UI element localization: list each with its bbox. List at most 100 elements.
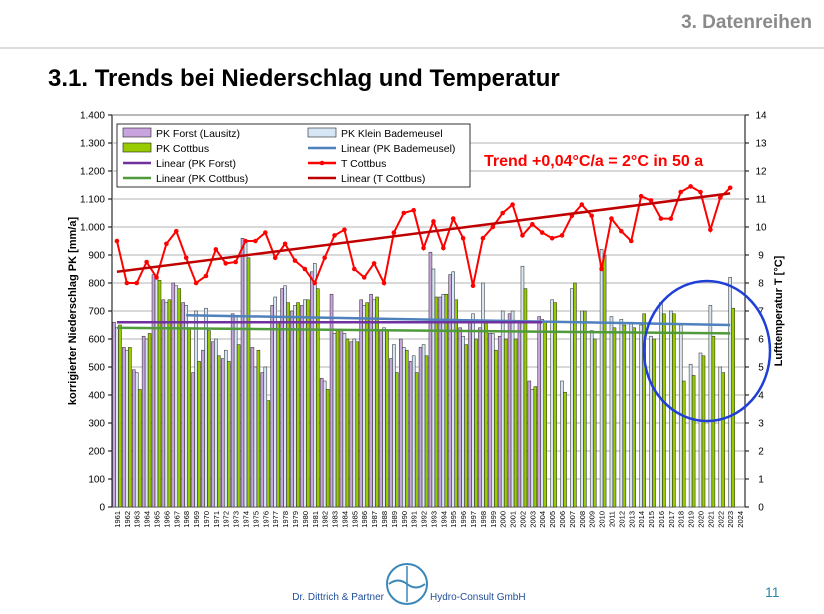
y2-tick-label: 7 bbox=[758, 307, 764, 318]
x-tick-label: 1963 bbox=[133, 511, 142, 528]
temperature-point bbox=[599, 266, 604, 272]
bar bbox=[345, 338, 350, 508]
x-tick-label: 1994 bbox=[439, 511, 448, 528]
bar bbox=[197, 361, 201, 508]
bar bbox=[444, 293, 449, 508]
temperature-point bbox=[282, 241, 288, 247]
x-tick-label: 1976 bbox=[261, 511, 270, 528]
x-tick-label: 2022 bbox=[716, 511, 725, 528]
bar bbox=[629, 321, 634, 508]
temperature-point bbox=[500, 210, 505, 216]
temperature-point bbox=[441, 245, 446, 251]
temperature-point bbox=[727, 185, 733, 191]
trend-line bbox=[116, 326, 731, 335]
bar bbox=[405, 349, 409, 508]
bar bbox=[451, 271, 455, 508]
bar bbox=[187, 327, 191, 508]
y2-tick-label: 5 bbox=[758, 363, 764, 374]
temperature-point bbox=[292, 258, 298, 263]
bar bbox=[599, 249, 604, 508]
x-tick-label: 1961 bbox=[113, 511, 122, 528]
x-tick-label: 1972 bbox=[222, 511, 231, 528]
bar bbox=[293, 305, 297, 508]
bar bbox=[256, 349, 261, 508]
temperature-point bbox=[154, 275, 159, 280]
bar bbox=[438, 296, 443, 508]
y-tick-label: 600 bbox=[88, 335, 105, 346]
bar bbox=[481, 282, 485, 508]
legend-label: Linear (PK Forst) bbox=[156, 158, 236, 170]
x-tick-label: 1990 bbox=[400, 511, 409, 528]
temperature-point bbox=[589, 213, 594, 219]
temperature-point bbox=[144, 259, 149, 265]
y2-tick-label: 2 bbox=[758, 447, 764, 458]
section-title: 3. Datenreihen bbox=[681, 12, 812, 33]
x-tick-label: 2016 bbox=[657, 511, 666, 528]
bar bbox=[296, 302, 300, 508]
temperature-point bbox=[164, 241, 169, 247]
bar bbox=[619, 319, 624, 508]
y2-tick-label: 6 bbox=[758, 335, 764, 346]
x-tick-label: 2001 bbox=[509, 511, 518, 528]
temperature-point bbox=[223, 261, 229, 266]
bar bbox=[125, 349, 129, 508]
bar bbox=[177, 288, 182, 508]
temperature-point bbox=[628, 238, 634, 244]
y2-tick-label: 9 bbox=[758, 251, 764, 262]
bar bbox=[131, 369, 136, 508]
x-tick-label: 1979 bbox=[291, 511, 300, 528]
y-tick-label: 700 bbox=[88, 307, 105, 318]
bar bbox=[649, 335, 653, 508]
x-tick-label: 1996 bbox=[459, 511, 468, 528]
bar bbox=[418, 347, 423, 508]
x-tick-label: 1983 bbox=[331, 511, 340, 528]
bar bbox=[468, 321, 472, 508]
temperature-point bbox=[213, 247, 219, 252]
bar bbox=[243, 240, 248, 508]
temperature-point bbox=[124, 280, 130, 286]
x-tick-label: 1998 bbox=[479, 511, 488, 528]
y-tick-label: 1.100 bbox=[80, 195, 105, 206]
bar bbox=[458, 327, 462, 508]
bar bbox=[553, 302, 557, 508]
y-tick-label: 1.000 bbox=[80, 223, 105, 234]
x-tick-label: 2013 bbox=[627, 511, 636, 528]
x-tick-label: 1978 bbox=[281, 511, 290, 528]
x-tick-label: 1981 bbox=[311, 511, 320, 528]
bar bbox=[510, 310, 515, 508]
bar bbox=[260, 372, 265, 508]
temperature-point bbox=[322, 255, 327, 261]
bar bbox=[491, 333, 495, 508]
bar bbox=[609, 316, 614, 508]
temperature-point bbox=[520, 233, 525, 238]
x-tick-label: 2011 bbox=[607, 511, 616, 527]
bar bbox=[484, 321, 488, 508]
y2-tick-label: 3 bbox=[758, 419, 764, 430]
x-tick-label: 2004 bbox=[538, 511, 547, 528]
bar bbox=[688, 363, 693, 508]
bar bbox=[589, 330, 594, 508]
bar bbox=[266, 400, 271, 508]
bar bbox=[543, 321, 547, 508]
bar bbox=[167, 299, 172, 508]
legend-label: Linear (PK Cottbus) bbox=[156, 173, 248, 185]
bar bbox=[421, 344, 426, 508]
bar bbox=[335, 330, 340, 508]
temperature-point bbox=[559, 233, 565, 238]
bar bbox=[399, 338, 403, 508]
x-tick-label: 2007 bbox=[568, 511, 577, 528]
annotation: Trend +0,04°C/a = 2°C in 50 a bbox=[484, 153, 703, 170]
bar bbox=[488, 333, 492, 508]
temperature-point bbox=[183, 255, 189, 261]
bar bbox=[250, 347, 255, 508]
bar bbox=[161, 299, 166, 508]
y2-tick-label: 1 bbox=[758, 475, 764, 486]
x-tick-label: 2008 bbox=[578, 511, 587, 528]
temperature-point bbox=[470, 283, 476, 289]
bar bbox=[408, 361, 413, 508]
page-number: 11 bbox=[765, 584, 780, 600]
bar bbox=[428, 251, 433, 508]
temperature-point bbox=[480, 235, 486, 241]
y2-axis-label: Lufttemperatur T [°C] bbox=[773, 255, 785, 366]
